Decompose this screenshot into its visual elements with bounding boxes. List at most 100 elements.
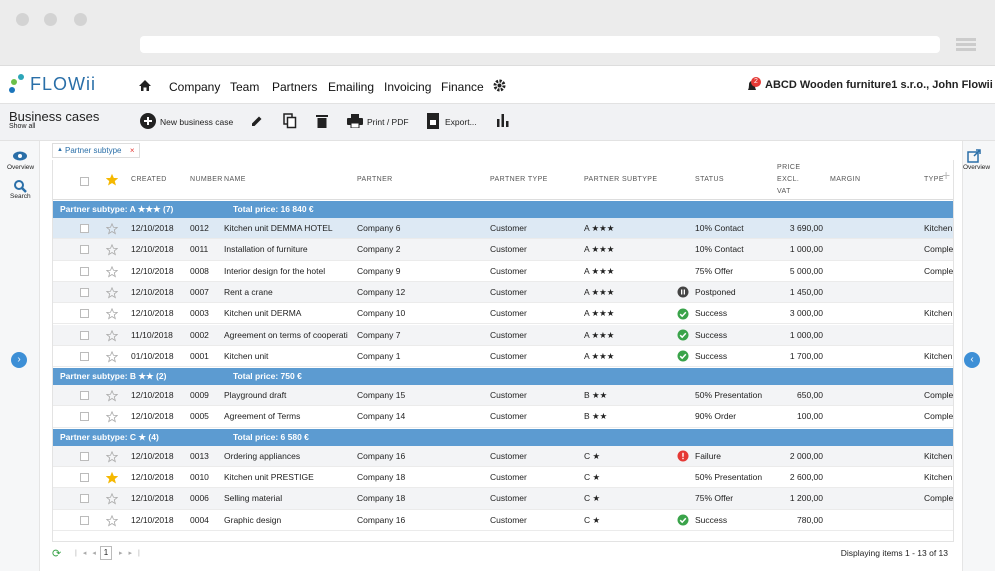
grid-row[interactable]: 12/10/2018 0003 Kitchen unit DERMA Company … xyxy=(53,303,953,325)
group-label: Partner subtype: C ★ (4) xyxy=(60,431,159,442)
toolbar-button[interactable]: Export... xyxy=(445,117,477,127)
column-header[interactable]: CREATED xyxy=(131,176,167,183)
grid-row[interactable]: 12/10/2018 0011 Installation of furniture C… xyxy=(53,239,953,261)
page-number[interactable]: 1 xyxy=(100,546,112,560)
row-checkbox[interactable] xyxy=(80,494,89,504)
logo[interactable]: FLOWii xyxy=(30,74,96,94)
print-icon[interactable] xyxy=(347,114,363,128)
row-star[interactable] xyxy=(106,244,118,256)
cell-price: 1 000,00 xyxy=(789,244,823,255)
group-header: Partner subtype: A ★★★ (7) Total price: 1… xyxy=(53,201,953,218)
user-name[interactable]: ABCD Wooden furniture1 s.r.o., John Flow… xyxy=(765,79,993,91)
export-icon[interactable] xyxy=(427,113,439,129)
column-header[interactable]: STATUS xyxy=(695,176,724,183)
column-header[interactable]: NUMBER xyxy=(190,176,223,183)
grid-row[interactable]: 12/10/2018 0009 Playground draft Company 15… xyxy=(53,385,953,407)
row-checkbox[interactable] xyxy=(80,351,89,361)
open-icon[interactable] xyxy=(967,149,981,163)
grid-row[interactable]: 01/10/2018 0001 Kitchen unit Company 1 Custo… xyxy=(53,345,953,368)
row-star[interactable] xyxy=(106,472,118,484)
column-header[interactable]: NAME xyxy=(224,176,246,183)
menu-item[interactable]: Finance xyxy=(441,80,484,94)
add-icon[interactable] xyxy=(140,113,156,129)
page-subtitle[interactable]: Show all xyxy=(9,123,36,130)
row-star[interactable] xyxy=(106,514,118,527)
row-checkbox[interactable] xyxy=(80,451,89,461)
menu-item[interactable]: Company xyxy=(169,80,221,94)
search-icon[interactable] xyxy=(14,180,27,193)
column-header[interactable]: TYPE xyxy=(924,176,944,183)
cell-status: 75% Offer xyxy=(695,493,734,504)
cell-status: 50% Presentation xyxy=(695,472,763,482)
cell-partner-type: Customer xyxy=(490,350,527,361)
cell-type: Kitchen u xyxy=(924,472,953,482)
row-checkbox[interactable] xyxy=(80,515,89,525)
menu-item[interactable]: Partners xyxy=(272,80,318,94)
grid-row[interactable]: 11/10/2018 0002 Agreement on terms of coop… xyxy=(53,324,953,346)
header-checkbox[interactable] xyxy=(80,177,89,186)
address-bar[interactable] xyxy=(140,36,940,53)
menu-item[interactable]: Invoicing xyxy=(384,80,432,94)
cell-number: 0008 xyxy=(190,265,209,276)
grid-row[interactable]: 12/10/2018 0010 Kitchen unit PRESTIGE Compa… xyxy=(53,467,953,489)
delete-icon[interactable] xyxy=(316,113,328,129)
row-checkbox[interactable] xyxy=(80,287,89,297)
column-header[interactable]: PARTNER xyxy=(357,176,393,183)
row-star[interactable] xyxy=(106,329,118,342)
sidebar-item[interactable]: Overview xyxy=(963,164,991,171)
grid-row[interactable]: 12/10/2018 0008 Interior design for the ho… xyxy=(53,260,953,282)
grid-row[interactable]: 12/10/2018 0007 Rent a crane Company 12 Cust… xyxy=(53,281,953,304)
cell-number: 0002 xyxy=(190,329,209,340)
column-header[interactable]: PARTNER TYPE xyxy=(490,176,548,183)
chart-icon[interactable] xyxy=(497,114,509,127)
toolbar-button[interactable]: Print / PDF xyxy=(367,117,409,127)
grid-row[interactable]: 12/10/2018 0006 Selling material Company 18… xyxy=(53,488,953,510)
row-checkbox[interactable] xyxy=(80,391,89,401)
grid-row[interactable]: 12/10/2018 0004 Graphic design Company 16 Cu… xyxy=(53,509,953,531)
cell-partner: Company 1 xyxy=(357,350,401,361)
row-checkbox[interactable] xyxy=(80,309,89,319)
cell-created: 12/10/2018 xyxy=(131,308,174,319)
add-column[interactable]: + xyxy=(942,167,951,183)
refresh[interactable]: ⟳ xyxy=(52,548,62,560)
menu-item[interactable]: Team xyxy=(230,80,260,94)
row-checkbox[interactable] xyxy=(80,224,89,233)
cell-created: 12/10/2018 xyxy=(131,223,174,233)
row-star[interactable] xyxy=(106,308,118,320)
expand-left[interactable]: › xyxy=(11,352,27,368)
grid-row[interactable]: 12/10/2018 0012 Kitchen unit DEMMA HOTEL Co… xyxy=(53,218,953,240)
row-checkbox[interactable] xyxy=(80,473,89,482)
toolbar-button[interactable]: New business case xyxy=(160,117,234,127)
row-checkbox[interactable] xyxy=(80,412,89,422)
row-star[interactable] xyxy=(106,265,118,278)
filter-chip[interactable]: Partner subtype × ▲ xyxy=(52,143,141,158)
row-star[interactable] xyxy=(106,223,118,235)
row-star[interactable] xyxy=(106,390,118,402)
copy-icon[interactable] xyxy=(283,113,297,129)
overview-icon[interactable] xyxy=(13,151,27,161)
cell-price: 1 450,00 xyxy=(789,286,823,297)
sidebar-item[interactable]: Search xyxy=(10,193,31,200)
row-checkbox[interactable] xyxy=(80,266,89,276)
sidebar-item[interactable]: Overview xyxy=(7,164,35,171)
grid-row[interactable]: 12/10/2018 0005 Agreement of Terms Company … xyxy=(53,406,953,428)
browser-chrome xyxy=(0,0,995,66)
pager-next[interactable]: ▸▸| xyxy=(119,550,146,557)
settings-icon[interactable] xyxy=(493,79,506,92)
row-star[interactable] xyxy=(106,286,118,299)
grid-row[interactable]: 12/10/2018 0013 Ordering appliances Company… xyxy=(53,445,953,467)
column-header[interactable]: PARTNER SUBTYPE xyxy=(584,176,658,183)
edit-icon[interactable] xyxy=(250,114,264,128)
row-star[interactable] xyxy=(106,450,118,463)
expand-right[interactable]: ‹ xyxy=(964,352,980,368)
row-star[interactable] xyxy=(106,493,118,505)
menu-item[interactable]: Emailing xyxy=(328,80,375,94)
pager-prev[interactable]: |◂◂ xyxy=(75,550,102,557)
row-star[interactable] xyxy=(106,350,118,363)
home-icon[interactable] xyxy=(138,79,152,92)
row-checkbox[interactable] xyxy=(80,245,89,255)
row-checkbox[interactable] xyxy=(80,330,89,340)
logo-icon xyxy=(9,74,24,93)
column-header[interactable]: MARGIN xyxy=(830,176,861,183)
row-star[interactable] xyxy=(106,411,118,423)
